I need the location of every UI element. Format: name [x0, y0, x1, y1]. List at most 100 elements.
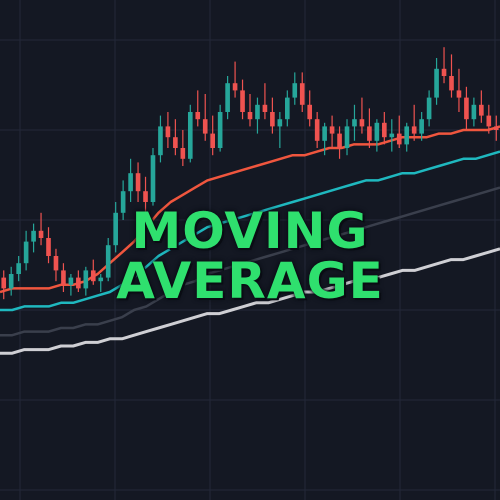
candle-down	[1, 270, 7, 300]
candle-down	[180, 130, 186, 166]
candle-body	[329, 126, 335, 134]
candle-up	[404, 122, 410, 152]
candle-up	[374, 119, 380, 152]
candle-body	[1, 277, 7, 289]
candle-up	[225, 76, 230, 120]
candle-down	[314, 112, 320, 148]
candle-down	[262, 83, 268, 120]
candle-down	[202, 94, 208, 141]
candle-body	[202, 119, 208, 134]
candle-body	[419, 119, 424, 134]
candle-body	[262, 104, 268, 112]
candle-body	[105, 245, 111, 278]
candle-body	[217, 112, 223, 148]
candle-body	[195, 112, 201, 120]
candle-body	[441, 68, 447, 76]
candle-down	[76, 270, 81, 292]
candle-body	[471, 104, 477, 120]
candle-down	[464, 86, 469, 130]
candle-down	[299, 72, 305, 112]
candle-body	[135, 173, 141, 192]
candle-down	[53, 248, 59, 282]
candle-body	[150, 155, 156, 202]
candle-body	[247, 112, 253, 120]
candle-up	[419, 112, 424, 141]
candle-up	[187, 104, 193, 163]
candle-body	[16, 263, 21, 274]
candle-up	[471, 97, 477, 127]
candle-up	[31, 223, 36, 253]
candle-up	[389, 119, 395, 152]
candle-down	[337, 126, 342, 159]
candle-body	[38, 230, 44, 238]
candle-body	[389, 133, 395, 138]
candle-body	[344, 126, 350, 148]
candle-down	[46, 227, 51, 264]
candle-up	[128, 158, 133, 202]
title-line-moving: MOVING	[131, 202, 369, 260]
candle-up	[8, 266, 14, 296]
candle-up	[285, 90, 290, 127]
ma-long-line	[0, 247, 500, 355]
candle-up	[16, 256, 21, 282]
ma-fast-line	[0, 125, 500, 294]
candle-up	[217, 104, 223, 152]
candle-body	[232, 83, 238, 91]
ma-slow-line	[0, 186, 500, 337]
candle-body	[411, 126, 417, 134]
candle-body	[8, 274, 14, 289]
candle-body	[165, 126, 171, 138]
candle-body	[426, 97, 432, 120]
candle-body	[277, 119, 283, 127]
candle-up	[23, 230, 29, 271]
candle-body	[382, 122, 387, 138]
candle-up	[426, 90, 432, 127]
candle-body	[128, 173, 133, 192]
ma-mid-line	[0, 150, 500, 312]
candle-body	[53, 256, 59, 271]
candle-body	[322, 126, 327, 141]
candle-down	[382, 112, 387, 145]
candle-body	[31, 230, 36, 242]
candle-up	[98, 274, 104, 292]
candle-up	[158, 115, 163, 163]
candle-down	[165, 112, 171, 148]
candle-up	[255, 97, 260, 134]
candle-up	[83, 266, 89, 296]
candle-body	[307, 104, 313, 120]
candle-down	[479, 90, 484, 123]
candle-body	[225, 83, 230, 112]
candle-down	[247, 94, 253, 127]
candle-body	[367, 126, 372, 141]
candle-body	[240, 90, 245, 112]
candle-body	[68, 277, 74, 285]
candle-down	[90, 259, 96, 285]
candle-down	[173, 119, 178, 156]
candle-up	[344, 119, 350, 156]
candle-down	[61, 263, 66, 292]
candle-body	[404, 126, 410, 145]
candle-up	[434, 58, 439, 105]
candle-down	[38, 212, 44, 246]
candle-down	[411, 104, 417, 141]
candle-up	[120, 180, 126, 220]
candle-down	[441, 47, 447, 84]
candle-down	[143, 176, 148, 213]
candle-down	[195, 90, 201, 127]
candle-body	[270, 112, 275, 127]
moving-average-layer	[0, 125, 500, 355]
candle-down	[240, 79, 245, 120]
candle-down	[493, 115, 499, 141]
candle-up	[150, 148, 156, 206]
candle-body	[158, 126, 163, 156]
candle-body	[396, 133, 402, 145]
candle-body	[292, 83, 298, 98]
candle-body	[61, 270, 66, 285]
candle-body	[359, 119, 365, 127]
candle-body	[143, 191, 148, 202]
candle-up	[292, 72, 298, 105]
candle-down	[329, 115, 335, 148]
candle-body	[374, 122, 380, 141]
candle-body	[23, 241, 29, 264]
